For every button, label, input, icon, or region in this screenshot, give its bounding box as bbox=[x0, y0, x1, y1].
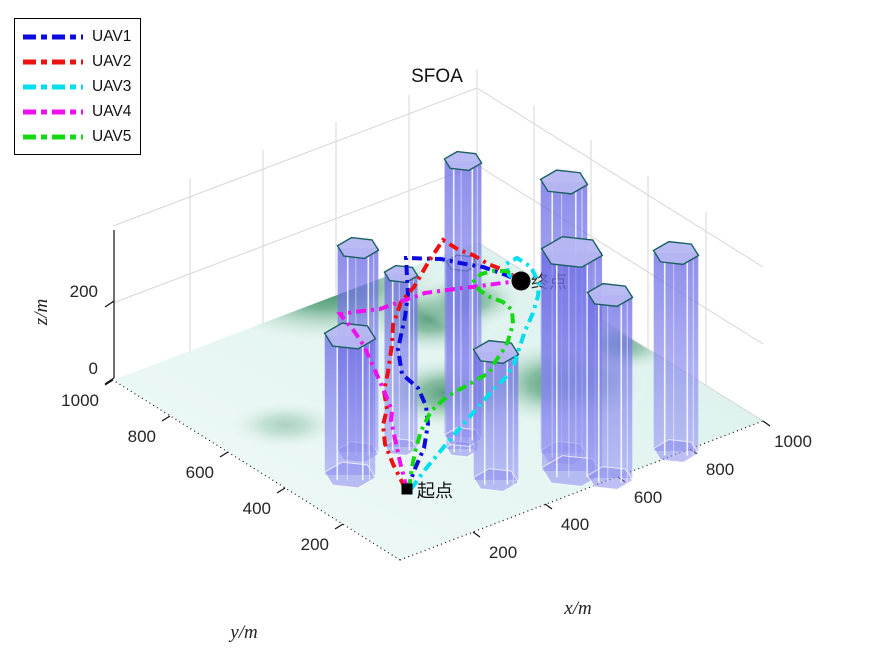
legend-item-uav4: UAV4 bbox=[22, 99, 131, 124]
obstacle-column bbox=[652, 240, 700, 463]
column-top bbox=[586, 282, 634, 308]
tick-label: 1000 bbox=[61, 391, 99, 410]
tick-label: 1000 bbox=[774, 432, 812, 451]
tick-label: 600 bbox=[186, 463, 214, 482]
column-top bbox=[443, 150, 483, 172]
column-top bbox=[472, 339, 520, 365]
column-top bbox=[540, 235, 604, 269]
legend-item-uav5: UAV5 bbox=[22, 124, 131, 149]
z-axis-label: z/m bbox=[31, 298, 52, 326]
uav2-path bbox=[380, 237, 520, 489]
legend-label: UAV4 bbox=[92, 102, 132, 120]
obstacle-column bbox=[472, 339, 520, 492]
legend-item-uav3: UAV3 bbox=[22, 74, 131, 99]
tick-mark bbox=[544, 503, 553, 510]
wall-gridline bbox=[476, 87, 764, 268]
tick-label: 200 bbox=[489, 543, 517, 562]
legend-item-uav2: UAV2 bbox=[22, 49, 131, 74]
tick-mark bbox=[334, 523, 344, 530]
wall-gridline bbox=[476, 164, 764, 345]
end-marker bbox=[511, 271, 531, 291]
tick-label: 800 bbox=[706, 460, 734, 479]
tick-label: 0 bbox=[89, 359, 98, 378]
x-axis: 200 400 600 800 1000 bbox=[399, 420, 812, 562]
tick-mark bbox=[472, 531, 481, 538]
obstacle-column bbox=[323, 322, 377, 489]
legend-label: UAV1 bbox=[92, 27, 132, 45]
column-top bbox=[539, 169, 589, 195]
legend-label: UAV5 bbox=[92, 127, 132, 145]
obstacle-column bbox=[586, 282, 634, 490]
uav5-path bbox=[407, 269, 518, 490]
legend-label: UAV2 bbox=[92, 52, 132, 70]
y-axis-label: y/m bbox=[230, 622, 258, 643]
tick-label: 200 bbox=[70, 282, 98, 301]
legend-line-sample bbox=[23, 84, 83, 89]
x-axis-label: x/m bbox=[564, 598, 592, 619]
uav3-path bbox=[409, 255, 542, 491]
terrain-hill bbox=[225, 400, 345, 450]
start-label: 起点 bbox=[417, 481, 453, 501]
tick-mark bbox=[104, 379, 114, 386]
tick-label: 200 bbox=[301, 535, 329, 554]
tick-mark bbox=[104, 377, 115, 385]
legend-box: UAV1 UAV2 UAV3 UAV4 UAV5 bbox=[14, 18, 142, 155]
tick-label: 600 bbox=[634, 488, 662, 507]
wall-gridline bbox=[112, 164, 478, 304]
column-body bbox=[587, 295, 633, 478]
legend-label: UAV3 bbox=[92, 77, 132, 95]
start-marker bbox=[401, 483, 413, 495]
column-top bbox=[652, 240, 700, 266]
wall-gridline bbox=[112, 87, 478, 227]
tick-mark bbox=[276, 487, 286, 494]
tick-label: 400 bbox=[243, 499, 271, 518]
tick-mark bbox=[762, 420, 771, 427]
y-axis: 200 400 600 800 1000 bbox=[61, 379, 401, 561]
column-body bbox=[653, 253, 699, 451]
legend-line-sample bbox=[23, 109, 83, 114]
tick-mark bbox=[219, 451, 229, 458]
tick-label: 800 bbox=[128, 427, 156, 446]
legend-item-uav1: UAV1 bbox=[22, 24, 131, 49]
tick-mark bbox=[161, 415, 171, 422]
column-top bbox=[336, 236, 380, 260]
legend-line-sample bbox=[23, 134, 83, 139]
chart-title: SFOA bbox=[411, 66, 463, 87]
legend-line-sample bbox=[23, 59, 83, 64]
tick-label: 400 bbox=[561, 515, 589, 534]
z-axis: 0 200 bbox=[70, 230, 115, 385]
legend-line-sample bbox=[23, 34, 83, 39]
obstacle-column bbox=[540, 235, 604, 487]
tick-mark bbox=[104, 300, 115, 308]
